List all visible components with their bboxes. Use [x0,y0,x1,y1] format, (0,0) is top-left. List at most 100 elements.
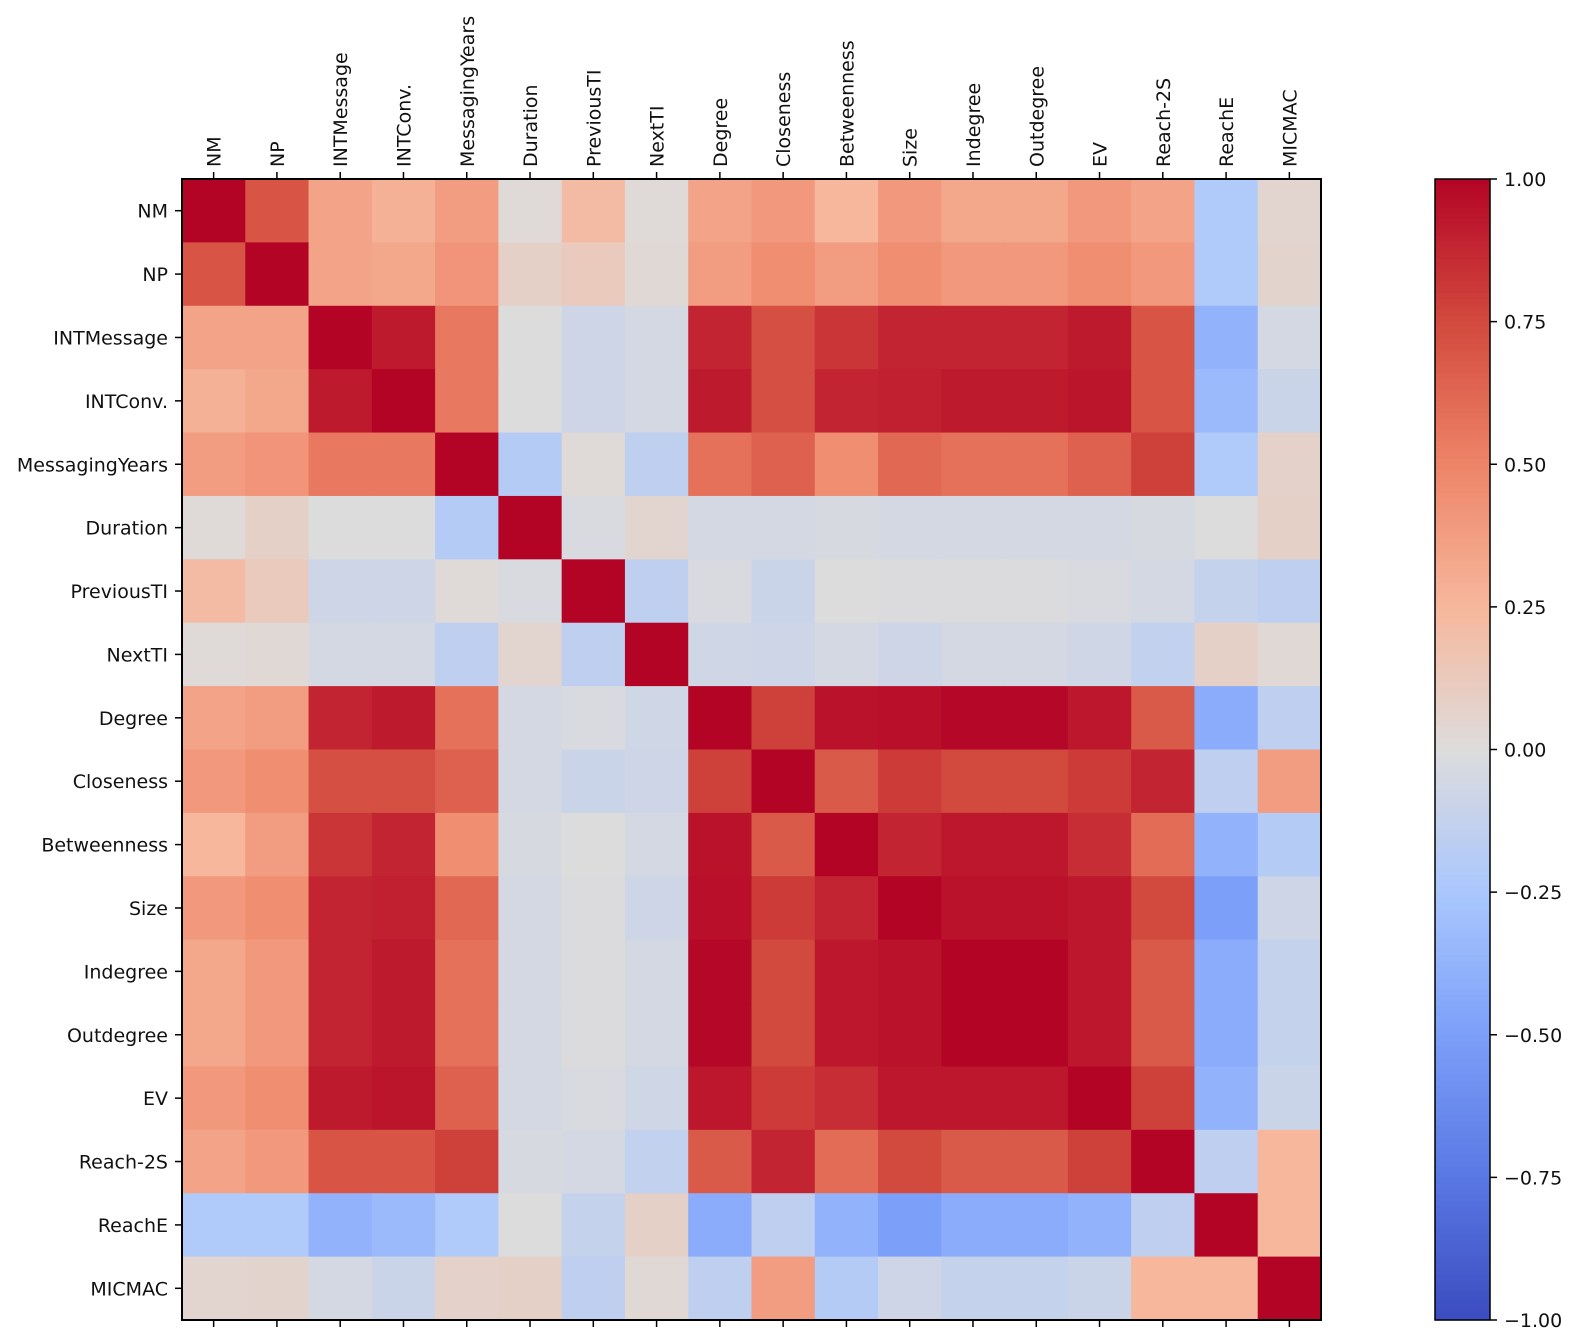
heatmap-cell [814,369,879,434]
heatmap-cell [624,1066,689,1131]
heatmap-cell [1004,242,1069,307]
colorbar-segment [1435,424,1490,431]
colorbar-segment [1435,1148,1490,1156]
heatmap-cell [371,686,436,750]
heatmap-cell [1257,939,1322,1004]
colorbar-segment [1435,760,1490,768]
heatmap-cell [878,686,942,750]
heatmap-cell [878,369,942,434]
heatmap-cell [245,876,310,941]
colorbar-segment [1435,1017,1490,1024]
colorbar-segment [1435,903,1490,910]
heatmap-cell [435,432,499,497]
colorbar-segment [1435,743,1490,751]
heatmap-cell [1131,876,1195,941]
heatmap-cell [498,812,563,877]
heatmap-cell [1257,749,1322,814]
colorbar-segment [1435,738,1490,745]
heatmap-cell [1067,1066,1132,1131]
heatmap-cell [814,1193,879,1258]
heatmap-cell [1131,1129,1195,1194]
heatmap-cell [878,559,942,624]
colorbar-segment [1435,504,1490,511]
colorbar-segment [1435,384,1490,391]
heatmap-cell [182,305,246,370]
heatmap-cell [814,686,879,750]
x-tick-label: PreviousTI [583,69,605,167]
heatmap-cell [624,622,689,687]
heatmap-cell [814,1129,879,1194]
colorbar-segment [1435,304,1490,311]
heatmap-cell [308,1193,373,1258]
colorbar-segment [1435,544,1490,551]
heatmap-cell [308,179,373,243]
x-tick-label: INTConv. [393,84,415,167]
heatmap-cell [941,876,1006,941]
heatmap-cell [751,369,816,434]
heatmap-cell [941,495,1006,560]
heatmap-cell [498,495,563,560]
heatmap-cell [1067,812,1132,877]
heatmap-cell [1194,242,1259,307]
colorbar-segment [1435,1251,1490,1258]
heatmap-cell [308,1256,373,1321]
x-tick-label: Degree [710,98,732,167]
heatmap-cell [308,812,373,877]
heatmap-cell [498,369,563,434]
colorbar-segment [1435,1308,1490,1315]
colorbar-segment [1435,236,1490,243]
heatmap-cell [182,432,246,497]
heatmap-cell [245,179,310,243]
colorbar-segment [1435,452,1490,460]
heatmap-cell [941,1066,1006,1131]
colorbar-segment [1435,1302,1490,1310]
heatmap-cell [1194,939,1259,1004]
colorbar-segment [1435,532,1490,540]
colorbar-segment [1435,846,1490,853]
heatmap-cell [498,939,563,1004]
colorbar-segment [1435,1051,1490,1059]
colorbar-segment [1435,989,1490,996]
heatmap-cell [245,305,310,370]
heatmap-cell [498,559,563,624]
colorbar-segment [1435,920,1490,927]
heatmap-cell [561,686,626,750]
colorbar-segment [1435,1137,1490,1144]
heatmap-cell [1067,876,1132,941]
heatmap-frame [181,178,1322,1321]
heatmap-cell [1257,1003,1322,1067]
colorbar-segment [1435,783,1490,791]
heatmap-cell [814,432,879,497]
heatmap-cell [1194,1193,1259,1258]
heatmap-cell [1004,559,1069,624]
x-tick-label: ReachE [1216,97,1238,167]
heatmap-cell [308,305,373,370]
colorbar-segment [1435,184,1490,192]
heatmap-cell [878,812,942,877]
heatmap-cell [688,812,752,877]
colorbar-segment [1435,1154,1490,1161]
heatmap-cell [688,749,752,814]
heatmap-cell [308,1003,373,1067]
colorbar-segment [1435,230,1490,237]
colorbar-segment [1435,629,1490,636]
colorbar-segment [1435,298,1490,306]
heatmap-cell [1131,1003,1195,1067]
heatmap-cell [308,432,373,497]
heatmap-cell [371,432,436,497]
colorbar-segment [1435,447,1490,454]
colorbar-segment [1435,538,1490,545]
heatmap-cell [624,242,689,307]
colorbar-segment [1435,1183,1490,1190]
heatmap-cell [941,1256,1006,1321]
colorbar-segment [1435,1257,1490,1264]
heatmap-cell [814,876,879,941]
colorbar-segment [1435,1160,1490,1167]
heatmap-cell [561,939,626,1004]
colorbar-segment [1435,601,1490,608]
colorbar-segment [1435,509,1490,517]
colorbar-segment [1435,247,1490,254]
heatmap-cell [435,495,499,560]
colorbar-segment [1435,1228,1490,1236]
heatmap-cell [688,179,752,243]
